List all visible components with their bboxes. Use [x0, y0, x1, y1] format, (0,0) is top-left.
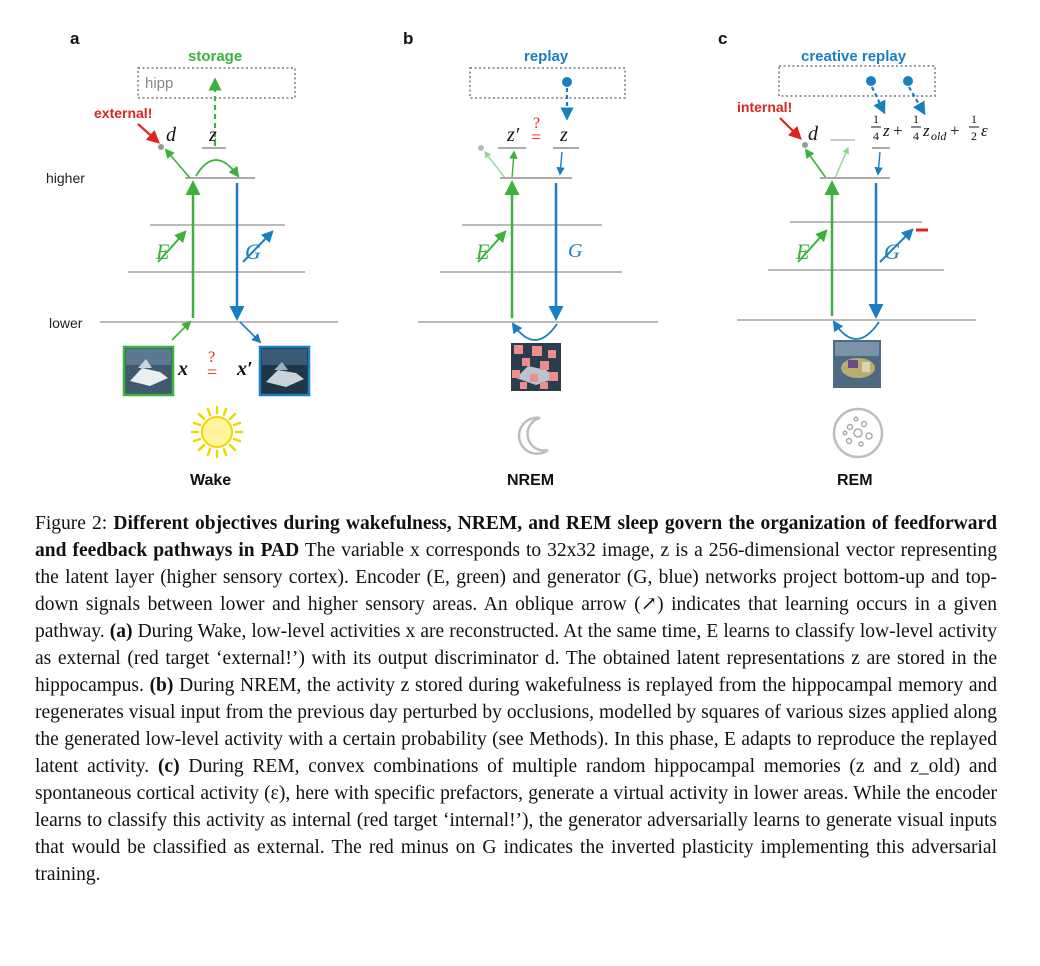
discriminator-dot-c	[802, 142, 808, 148]
figure-diagram: higher lower a storage hipp external! d …	[46, 29, 988, 489]
occluded-image	[511, 343, 561, 391]
moon-icon	[517, 416, 549, 455]
eq-mark-b: =	[531, 127, 541, 147]
memory-dot-b	[562, 77, 572, 87]
caption-figure-label: Figure 2:	[35, 513, 108, 534]
memory-dot-c2	[903, 76, 913, 86]
rem-eye-icon	[832, 407, 884, 459]
learning-arrow-G-a	[242, 230, 274, 263]
internal-arrow	[779, 117, 802, 140]
frac3-den: 2	[971, 129, 977, 143]
E-label-b: E	[475, 239, 490, 264]
caption-title: Different objectives during wakefulness,…	[35, 513, 998, 561]
encoder-to-d-c	[804, 148, 827, 179]
z-to-generator-b	[556, 151, 565, 176]
panel-a-letter: a	[70, 29, 80, 48]
encoder-to-d-b	[484, 150, 506, 179]
panel-c: c creative replay internal! d 1 4 z + 1 …	[718, 29, 988, 489]
frac1-den: 4	[873, 129, 879, 143]
caption-c-tag: (c)	[157, 756, 180, 777]
learning-arrow-E-c	[797, 229, 828, 263]
creative-replay-arrow-2	[908, 86, 926, 116]
panel-a-top-label: storage	[188, 48, 242, 65]
panel-c-letter: c	[718, 29, 727, 48]
encoder-to-z-prime	[509, 150, 518, 179]
G-label-c: G	[884, 239, 900, 264]
E-label-c: E	[795, 239, 810, 264]
input-image-x	[122, 345, 175, 397]
memory-dot-c1	[866, 76, 876, 86]
hipp-box-b	[469, 67, 626, 99]
panel-b: b replay z′ ? = z E G	[403, 29, 658, 489]
hipp-label-a: hipp	[145, 75, 173, 92]
panel-b-top-label: replay	[524, 48, 569, 65]
d-symbol-a: d	[166, 124, 177, 146]
caption-c-text: During REM, convex combinations of multi…	[35, 756, 997, 885]
latent-to-generator-c	[874, 151, 883, 176]
E-label-a: E	[155, 239, 170, 264]
panel-b-letter: b	[403, 29, 413, 48]
reconstructed-image-x-prime	[258, 345, 311, 397]
encoder-to-d-a	[164, 148, 191, 179]
hipp-box-c	[778, 65, 936, 97]
q-mark-b: ?	[533, 115, 540, 132]
caption-b-text: During NREM, the activity z stored durin…	[35, 675, 997, 777]
eq-mark-a: =	[207, 362, 217, 382]
virtual-loop-c	[832, 320, 880, 340]
learning-arrow-G-c	[879, 228, 914, 263]
z-prime-symbol: z′	[506, 124, 520, 146]
learning-arrow-E-b	[477, 230, 507, 263]
z-old-term: z	[922, 121, 930, 140]
rem-formula: 1 4 z + 1 4 z old + 1 2 ε	[871, 112, 988, 143]
old-subscript: old	[931, 129, 947, 143]
creative-replay-arrow-1	[871, 86, 886, 115]
caption-a-tag: (a)	[109, 621, 133, 642]
epsilon-term: ε	[981, 121, 988, 140]
encoder-to-latent-c	[834, 146, 849, 179]
plus-1: +	[893, 121, 903, 140]
z-symbol-b: z	[559, 124, 568, 146]
G-label-b: G	[568, 240, 583, 262]
plus-2: +	[950, 121, 960, 140]
caption-b-tag: (b)	[149, 675, 174, 696]
higher-label: higher	[46, 170, 85, 186]
sun-icon	[190, 405, 244, 459]
caption-a-text: During Wake, low-level activities x are …	[35, 621, 998, 696]
x-prime-symbol: x′	[236, 358, 253, 380]
learning-arrow-E-a	[157, 230, 187, 263]
lower-label: lower	[49, 315, 83, 331]
dream-image	[833, 340, 881, 388]
z-term: z	[882, 121, 890, 140]
occlusion-loop-b	[511, 322, 558, 341]
latent-loop-a	[195, 159, 240, 178]
phase-label-wake: Wake	[190, 472, 231, 489]
input-to-encoder-a	[171, 320, 192, 341]
frac2-num: 1	[913, 112, 919, 126]
panel-c-top-label: creative replay	[801, 48, 907, 65]
q-mark-a: ?	[208, 349, 215, 366]
z-symbol-a: z	[208, 124, 217, 146]
phase-label-rem: REM	[837, 472, 873, 489]
panel-a: a storage hipp external! d z E G x ?	[70, 29, 338, 489]
frac3-num: 1	[971, 112, 977, 126]
frac1-num: 1	[873, 112, 879, 126]
external-target-label: external!	[94, 105, 152, 121]
generator-to-output-a	[239, 321, 262, 344]
internal-target-label: internal!	[737, 99, 792, 115]
d-symbol-c: d	[808, 123, 819, 145]
discriminator-dot-b	[478, 145, 484, 151]
frac2-den: 4	[913, 129, 919, 143]
external-arrow	[137, 123, 160, 144]
discriminator-dot-a	[158, 144, 164, 150]
figure-caption: Figure 2: Different objectives during wa…	[35, 510, 997, 888]
phase-label-nrem: NREM	[507, 472, 554, 489]
hipp-box-a	[137, 67, 296, 99]
caption-intro: The variable x corresponds to 32x32 imag…	[35, 540, 997, 642]
x-symbol: x	[177, 358, 188, 380]
